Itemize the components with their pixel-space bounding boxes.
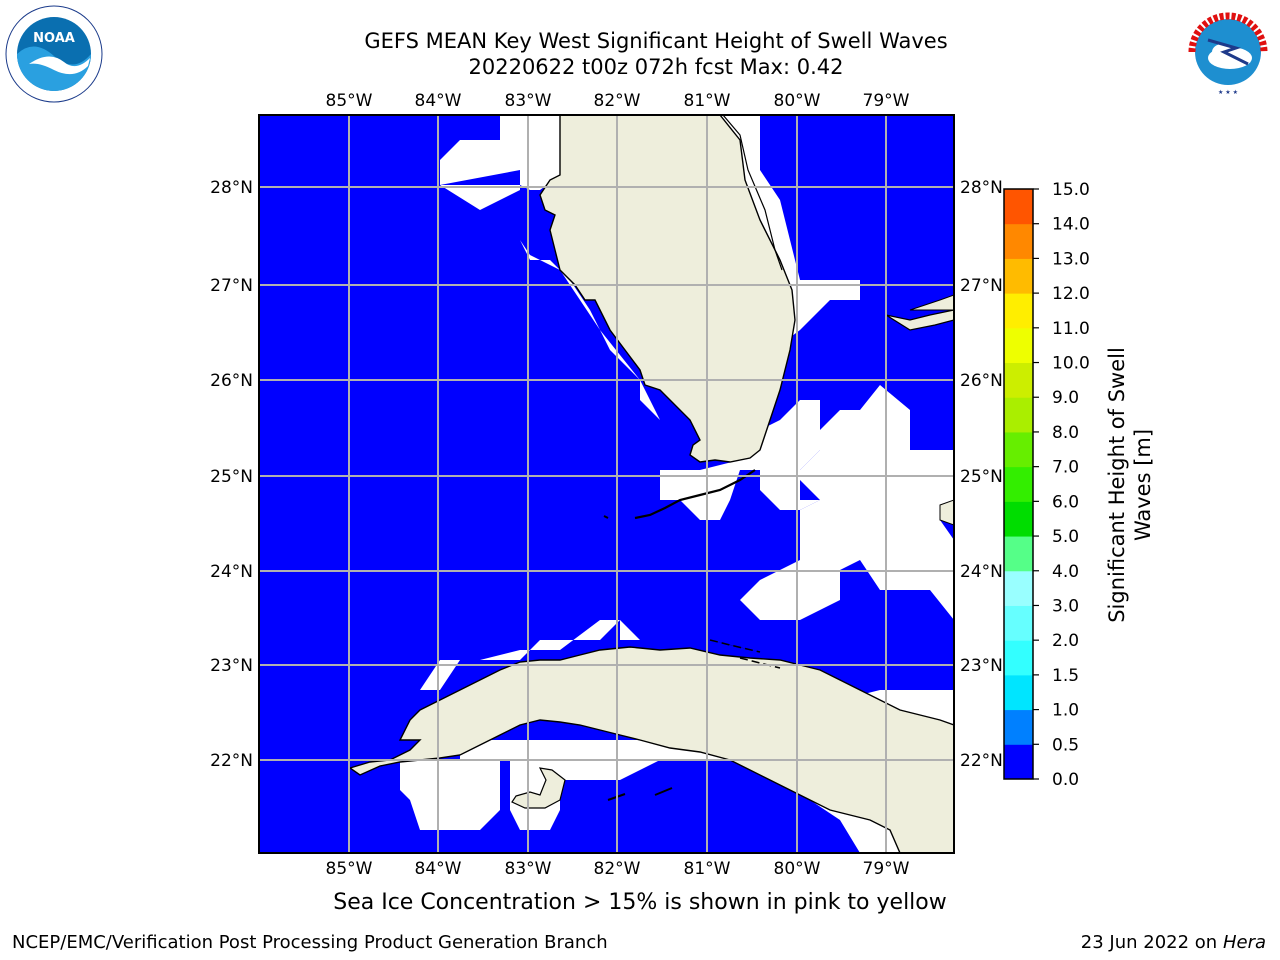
colorbar-tick-label: 7.0 xyxy=(1052,458,1079,478)
colorbar-segment xyxy=(1004,397,1033,433)
lon-label-bottom: 79°W xyxy=(863,859,910,879)
lat-label-left: 28°N xyxy=(210,178,253,198)
colorbar-segment xyxy=(1004,501,1033,537)
map-panel xyxy=(259,115,954,853)
colorbar-segment xyxy=(1004,709,1033,745)
colorbar-label-line-1: Significant Height of Swell xyxy=(1105,347,1129,623)
lon-label-top: 82°W xyxy=(594,91,641,111)
footer-timestamp: 23 Jun 2022 on Hera xyxy=(1081,932,1266,953)
lat-label-left: 22°N xyxy=(210,751,253,771)
lat-label-right: 23°N xyxy=(960,656,1003,676)
colorbar-frame xyxy=(1003,188,1034,780)
colorbar-tick-label: 13.0 xyxy=(1052,249,1090,269)
lon-label-top: 81°W xyxy=(684,91,731,111)
lon-label-bottom: 85°W xyxy=(326,859,373,879)
svg-text:★ ★ ★: ★ ★ ★ xyxy=(1218,89,1238,96)
colorbar-segment xyxy=(1004,327,1033,364)
colorbar-tick-label: 4.0 xyxy=(1052,562,1079,582)
colorbar-tick-label: 9.0 xyxy=(1052,388,1079,408)
lon-label-bottom: 81°W xyxy=(684,859,731,879)
colorbar-tick-label: 12.0 xyxy=(1052,284,1090,304)
lat-label-left: 24°N xyxy=(210,562,253,582)
lat-label-right: 24°N xyxy=(960,562,1003,582)
cuba-land xyxy=(348,646,954,853)
lon-label-top: 84°W xyxy=(415,91,462,111)
colorbar-segment xyxy=(1004,223,1033,259)
colorbar-tick-label: 2.0 xyxy=(1052,631,1079,651)
lon-label-top: 85°W xyxy=(326,91,373,111)
lat-label-right: 27°N xyxy=(960,276,1003,296)
lon-label-top: 80°W xyxy=(774,91,821,111)
lon-label-bottom: 80°W xyxy=(774,859,821,879)
colorbar-tick-label: 0.0 xyxy=(1052,770,1079,790)
colorbar: 0.0 0.5 1.0 1.5 2.0 3.0 4.0 5.0 6.0 7.0 8.0 9.0 10.0… xyxy=(1003,180,1090,790)
isla-de-la-juventud xyxy=(511,767,566,809)
colorbar-segment xyxy=(1004,744,1033,780)
colorbar-tick-label: 14.0 xyxy=(1052,215,1090,235)
sea-ice-note: Sea Ice Concentration > 15% is shown in … xyxy=(333,890,947,915)
lat-label-right: 22°N xyxy=(960,751,1003,771)
colorbar-tick-label: 11.0 xyxy=(1052,319,1090,339)
footer-date: 23 Jun 2022 on xyxy=(1080,932,1218,953)
footer-machine: Hera xyxy=(1222,932,1266,953)
colorbar-tick-label: 1.0 xyxy=(1052,701,1079,721)
colorbar-segment xyxy=(1004,570,1033,606)
lon-label-top: 83°W xyxy=(505,91,552,111)
lon-label-bottom: 82°W xyxy=(594,859,641,879)
colorbar-tick-label: 1.5 xyxy=(1052,666,1079,686)
colorbar-segment xyxy=(1004,674,1033,711)
colorbar-segment xyxy=(1004,605,1033,641)
colorbar-tick-label: 8.0 xyxy=(1052,423,1079,443)
florida-keys xyxy=(634,469,756,520)
colorbar-tick-label: 3.0 xyxy=(1052,596,1079,616)
graticule xyxy=(259,115,954,853)
colorbar-segment xyxy=(1004,536,1033,572)
colorbar-segment xyxy=(1004,466,1033,502)
nws-logo-icon: ★ ★ ★ xyxy=(1181,5,1275,99)
lat-label-right: 26°N xyxy=(960,371,1003,391)
lon-label-bottom: 83°W xyxy=(505,859,552,879)
lat-label-left: 25°N xyxy=(210,467,253,487)
colorbar-segment xyxy=(1004,640,1033,676)
lat-label-right: 25°N xyxy=(960,467,1003,487)
lat-label-left: 27°N xyxy=(210,276,253,296)
lat-label-left: 26°N xyxy=(210,371,253,391)
florida-land xyxy=(539,115,796,463)
colorbar-label-line-2: Waves [m] xyxy=(1131,429,1155,541)
lon-label-top: 79°W xyxy=(863,91,910,111)
noaa-logo-icon: NOAA xyxy=(5,5,103,103)
colorbar-segment xyxy=(1004,189,1033,225)
colorbar-segment xyxy=(1004,293,1033,329)
colorbar-tick-label: 5.0 xyxy=(1052,527,1079,547)
colorbar-tick-label: 10.0 xyxy=(1052,354,1090,374)
bahamas-grand-bahama xyxy=(885,309,954,331)
title-line-1: GEFS MEAN Key West Significant Height of… xyxy=(364,29,948,53)
colorbar-segment xyxy=(1004,431,1033,468)
colorbar-segment xyxy=(1004,258,1033,294)
colorbar-tick-label: 15.0 xyxy=(1052,180,1090,200)
footer-credit: NCEP/EMC/Verification Post Processing Pr… xyxy=(12,932,608,953)
lat-label-left: 23°N xyxy=(210,656,253,676)
lon-label-bottom: 84°W xyxy=(415,859,462,879)
colorbar-tick-label: 6.0 xyxy=(1052,492,1079,512)
title-line-2: 20220622 t00z 072h fcst Max: 0.42 xyxy=(468,55,844,79)
chart-title: GEFS MEAN Key West Significant Height of… xyxy=(200,28,1112,80)
map-frame xyxy=(258,114,955,854)
noaa-logo-text: NOAA xyxy=(33,31,75,46)
colorbar-tick-label: 0.5 xyxy=(1052,735,1079,755)
lat-label-right: 28°N xyxy=(960,178,1003,198)
colorbar-segment xyxy=(1004,362,1033,398)
